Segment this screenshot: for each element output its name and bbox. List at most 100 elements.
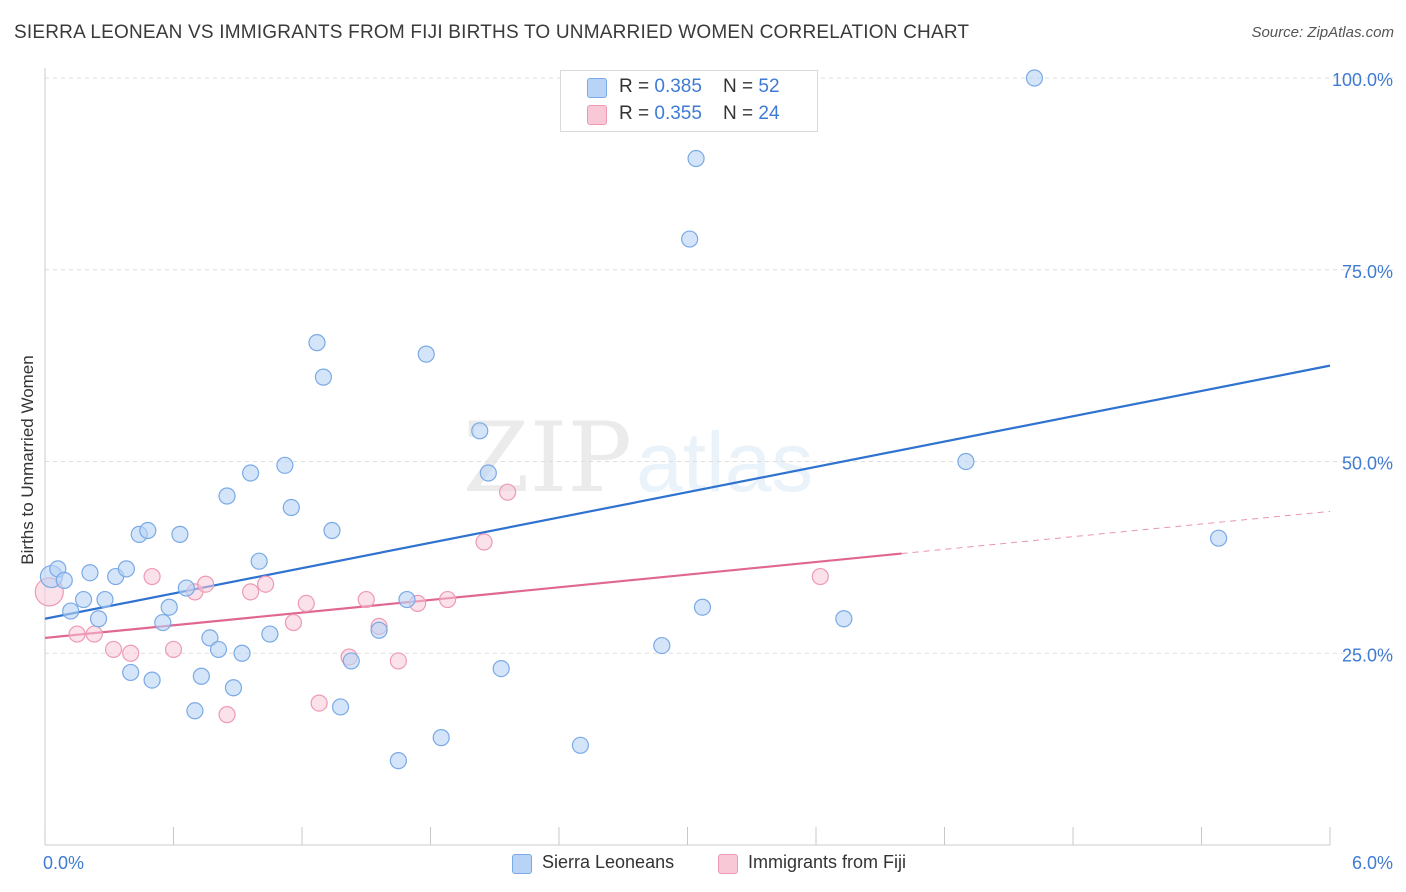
point-fiji (357, 590, 375, 609)
grid (45, 77, 1393, 654)
point-sierra-leoneans (224, 679, 243, 697)
x-tick-label: 0.0% (43, 853, 84, 873)
point-fiji (164, 640, 183, 659)
point-sierra-leoneans (417, 345, 435, 363)
n-label: N = (723, 76, 759, 97)
point-sierra-leoneans (681, 230, 699, 248)
y-axis-label: Births to Unmarried Women (18, 355, 37, 564)
point-sierra-leoneans (177, 579, 195, 597)
point-sierra-leoneans (957, 452, 975, 471)
y-tick-label: 100.0% (1332, 70, 1393, 90)
legend-label: Immigrants from Fiji (748, 852, 907, 872)
point-sierra-leoneans (154, 613, 172, 632)
x-tick-label: 6.0% (1352, 853, 1393, 873)
point-sierra-leoneans (323, 521, 341, 540)
r-value: 0.355 (654, 103, 702, 124)
point-sierra-leoneans (571, 736, 590, 754)
point-sierra-leoneans (122, 663, 140, 682)
point-fiji (122, 644, 140, 662)
legend-label: Sierra Leoneans (542, 852, 675, 872)
point-sierra-leoneans (308, 334, 326, 352)
source-label: Source: ZipAtlas.com (1251, 24, 1394, 41)
r-label: R = (619, 76, 655, 97)
point-sierra-leoneans (96, 590, 114, 609)
point-sierra-leoneans (192, 667, 210, 685)
point-sierra-leoneans (492, 659, 510, 678)
watermark-zip: ZIP (463, 402, 632, 514)
point-sierra-leoneans (282, 498, 300, 517)
point-sierra-leoneans (218, 487, 236, 505)
chart-title: SIERRA LEONEAN VS IMMIGRANTS FROM FIJI B… (14, 22, 970, 43)
point-sierra-leoneans (81, 564, 99, 582)
point-sierra-leoneans (687, 149, 705, 168)
point-sierra-leoneans (261, 625, 279, 643)
stats-legend: R = 0.385 N = 52 R = 0.355 N = 24 (560, 70, 818, 132)
point-sierra-leoneans (835, 610, 853, 628)
point-fiji (439, 590, 457, 609)
trend-lines (44, 364, 1331, 640)
point-fiji (310, 694, 328, 712)
point-sierra-leoneans (479, 464, 497, 482)
points (34, 69, 1228, 770)
point-fiji (499, 483, 517, 501)
point-fiji (68, 625, 86, 643)
y-tick-label: 50.0% (1342, 454, 1393, 474)
point-fiji (297, 594, 315, 612)
point-sierra-leoneans (171, 525, 189, 543)
n-value: 52 (758, 76, 780, 97)
point-sierra-leoneans (74, 590, 93, 609)
point-fiji (475, 533, 493, 551)
pink-swatch (718, 854, 738, 874)
trend-line-sierra-leoneans (44, 364, 1331, 620)
point-sierra-leoneans (242, 464, 260, 482)
y-tick-label: 75.0% (1342, 262, 1393, 282)
n-label: N = (723, 103, 759, 124)
trend-extension-fiji (901, 510, 1331, 555)
tick-labels: 25.0% 50.0% 75.0% 100.0% 0.0% 6.0% Births to U… (18, 70, 1393, 873)
point-sierra-leoneans (186, 702, 204, 720)
point-fiji (256, 575, 275, 593)
point-sierra-leoneans (233, 644, 251, 662)
point-sierra-leoneans (89, 610, 108, 628)
blue-swatch (512, 854, 532, 874)
point-sierra-leoneans (370, 621, 388, 639)
point-sierra-leoneans (276, 456, 294, 474)
point-fiji (104, 640, 123, 659)
point-sierra-leoneans (143, 671, 161, 689)
point-fiji (143, 567, 161, 586)
point-sierra-leoneans (342, 652, 360, 670)
point-sierra-leoneans (432, 729, 450, 747)
r-label: R = (619, 103, 655, 124)
point-sierra-leoneans (653, 636, 671, 655)
point-sierra-leoneans (139, 521, 157, 540)
blue-swatch (587, 78, 607, 98)
point-fiji (284, 613, 303, 632)
point-sierra-leoneans (1210, 529, 1228, 547)
point-sierra-leoneans (398, 590, 416, 609)
point-sierra-leoneans (693, 598, 712, 616)
point-sierra-leoneans (314, 368, 333, 386)
y-tick-label: 25.0% (1342, 645, 1393, 665)
r-value: 0.385 (654, 76, 702, 97)
stats-text: R = 0.355 N = 24 (619, 103, 780, 125)
point-sierra-leoneans (471, 422, 489, 440)
point-fiji (389, 652, 407, 670)
watermark: ZIP atlas (463, 402, 814, 514)
stats-text: R = 0.385 N = 52 (619, 76, 780, 98)
point-sierra-leoneans (201, 629, 219, 647)
point-fiji (85, 625, 103, 643)
point-fiji (811, 567, 829, 586)
point-sierra-leoneans (389, 752, 407, 770)
pink-swatch (587, 105, 607, 125)
trend-line-fiji (44, 552, 902, 640)
point-sierra-leoneans (331, 698, 350, 716)
point-fiji (242, 583, 260, 601)
point-fiji (218, 706, 236, 724)
point-sierra-leoneans (160, 598, 178, 616)
point-sierra-leoneans (117, 560, 135, 578)
axes (44, 68, 1331, 846)
point-sierra-leoneans (55, 571, 73, 589)
point-sierra-leoneans (209, 640, 228, 659)
n-value: 24 (758, 103, 780, 124)
